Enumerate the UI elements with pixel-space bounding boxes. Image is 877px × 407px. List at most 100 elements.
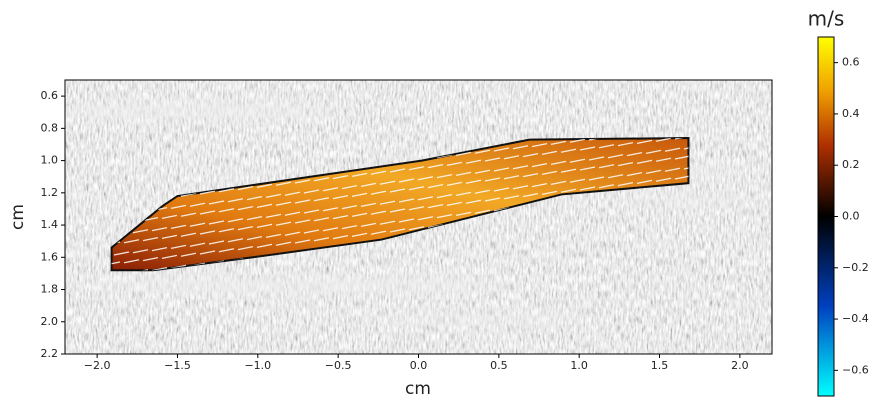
flow-arrow xyxy=(579,166,596,171)
flow-arrow xyxy=(655,157,672,162)
flow-arrow xyxy=(664,167,681,172)
flow-arrow xyxy=(493,167,510,172)
flow-arrow xyxy=(683,165,689,170)
flow-arrow xyxy=(161,254,178,260)
flow-arrow xyxy=(446,161,463,167)
flow-arrow xyxy=(408,206,425,211)
flow-arrow xyxy=(379,220,396,225)
flow-arrow xyxy=(313,177,330,182)
y-tick-label: 0.8 xyxy=(41,121,59,134)
flow-arrow xyxy=(389,168,406,173)
flow-arrow xyxy=(284,231,301,236)
flow-arrow xyxy=(579,146,596,151)
flow-arrow xyxy=(332,214,349,220)
x-tick-label: 0.0 xyxy=(410,359,428,372)
colorbar-tick-label: −0.4 xyxy=(842,312,869,325)
flow-arrow xyxy=(579,186,596,191)
flow-arrow xyxy=(550,180,567,186)
flow-arrow xyxy=(313,197,330,202)
flow-arrow xyxy=(436,173,453,179)
flow-arrow xyxy=(617,161,634,167)
flow-arrow xyxy=(332,174,349,180)
flow-arrow xyxy=(294,179,311,184)
flow-arrow xyxy=(370,210,387,215)
flow-arrow xyxy=(142,216,159,222)
x-tick-label: −2.0 xyxy=(84,359,111,372)
flow-arrow xyxy=(588,156,605,161)
flow-arrow xyxy=(503,175,520,180)
flow-arrow xyxy=(683,145,689,150)
colorbar-tick-label: −0.6 xyxy=(842,363,869,376)
flow-arrow xyxy=(284,211,301,216)
flow-arrow xyxy=(227,218,244,223)
flow-arrow xyxy=(484,197,501,202)
flow-arrow xyxy=(588,176,605,181)
flow-arrow xyxy=(531,162,548,168)
flow-arrow xyxy=(170,204,187,210)
colorbar-tick-label: 0.2 xyxy=(842,158,860,171)
flow-arrow xyxy=(284,191,301,196)
flow-arrow xyxy=(379,200,396,205)
flow-arrow xyxy=(151,246,168,252)
flow-arrow xyxy=(389,208,406,213)
flow-arrow xyxy=(218,228,235,233)
y-tick-label: 1.8 xyxy=(41,283,59,296)
flow-arrow xyxy=(370,170,387,175)
y-tick-label: 1.0 xyxy=(41,154,59,167)
flow-arrow xyxy=(313,217,330,222)
flow-arrow xyxy=(541,150,558,156)
flow-arrow xyxy=(170,244,187,250)
flow-arrow xyxy=(569,178,586,183)
flow-arrow xyxy=(474,189,491,194)
colorbar-tick-label: 0.0 xyxy=(842,210,860,223)
flow-arrow xyxy=(294,219,311,224)
flow-arrow xyxy=(246,215,263,221)
flow-arrow xyxy=(626,151,643,157)
x-tick-label: 1.0 xyxy=(570,359,588,372)
y-tick-label: 1.4 xyxy=(41,218,59,231)
flow-arrow xyxy=(550,140,567,146)
flow-arrow xyxy=(208,200,225,205)
colorbar-tick-label: 0.6 xyxy=(842,56,860,69)
flow-arrow xyxy=(446,181,463,187)
flow-arrow xyxy=(123,239,140,244)
flow-arrow xyxy=(541,170,558,176)
flow-arrow xyxy=(237,245,254,251)
flow-arrow xyxy=(436,193,453,199)
flow-arrow xyxy=(569,138,586,143)
flow-arrow xyxy=(180,252,197,257)
flow-arrow xyxy=(303,209,320,214)
colorbar-tick-label: −0.2 xyxy=(842,261,869,274)
flow-arrow xyxy=(351,172,368,178)
flow-arrow xyxy=(636,179,653,185)
flow-arrow xyxy=(626,171,643,177)
flow-arrow xyxy=(503,155,520,160)
flow-arrow xyxy=(417,196,434,201)
flow-arrow xyxy=(560,168,577,173)
flow-arrow xyxy=(455,191,472,197)
flow-arrow xyxy=(180,212,197,217)
flow-arrow xyxy=(427,203,444,209)
flow-arrow xyxy=(484,157,501,162)
flow-arrow xyxy=(550,160,567,166)
flow-arrow xyxy=(294,199,311,204)
x-tick-label: −0.5 xyxy=(325,359,352,372)
flow-arrow xyxy=(398,198,415,203)
flow-arrow xyxy=(170,224,187,230)
flow-arrow xyxy=(351,192,368,198)
flow-arrow xyxy=(408,186,425,191)
flow-arrow xyxy=(436,213,453,219)
flow-arrow xyxy=(237,185,254,191)
y-tick-label: 1.6 xyxy=(41,250,59,263)
flow-arrow xyxy=(199,210,216,215)
flow-arrow xyxy=(389,188,406,193)
flow-arrow xyxy=(332,234,349,240)
flow-arrow xyxy=(417,176,434,181)
flow-arrow xyxy=(370,230,387,235)
flow-arrow xyxy=(275,201,292,206)
flow-arrow xyxy=(674,155,689,160)
flow-arrow xyxy=(446,201,463,207)
flow-arrow xyxy=(246,235,263,241)
flow-arrow xyxy=(645,169,662,175)
